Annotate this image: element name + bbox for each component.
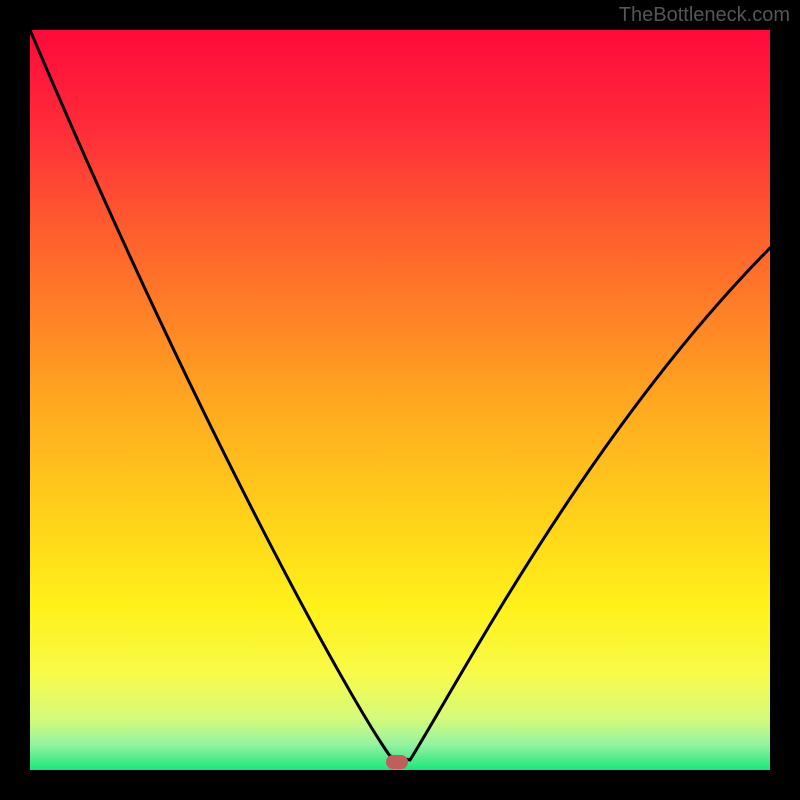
chart-plot-area <box>30 30 770 770</box>
chart-stage: TheBottleneck.com <box>0 0 800 800</box>
bottleneck-chart <box>0 0 800 800</box>
optimum-marker <box>386 755 408 769</box>
